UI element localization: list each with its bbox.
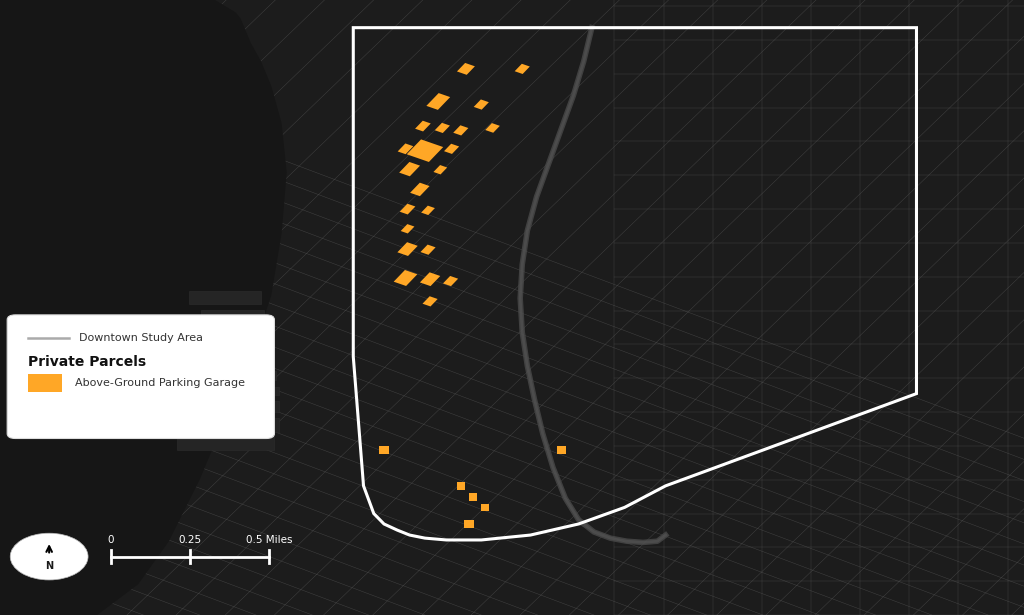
Bar [407,140,443,162]
Text: 0: 0 [108,535,114,545]
Bar [435,123,450,133]
Bar [457,482,465,490]
Bar [399,162,420,177]
Bar [457,63,475,75]
Bar [433,165,447,175]
Text: Private Parcels: Private Parcels [28,355,145,368]
Bar [443,276,458,286]
Bar [232,387,279,395]
Bar [474,100,488,109]
Bar [212,326,268,337]
Bar [220,342,271,352]
Bar [420,272,440,286]
Bar [410,183,430,196]
Bar [485,123,500,133]
Bar [400,224,415,234]
Bar [399,204,416,215]
FancyBboxPatch shape [7,315,274,438]
Bar [393,270,418,286]
Text: Above-Ground Parking Garage: Above-Ground Parking Garage [75,378,245,388]
Bar [189,291,261,304]
Bar [481,504,489,511]
Bar [421,205,435,215]
Bar [557,446,566,454]
Bar [177,426,274,450]
Bar [469,493,477,501]
Bar [225,357,274,366]
Bar [515,64,529,74]
Bar [444,144,459,154]
Bar [212,418,279,432]
Bar [397,242,418,256]
Bar [415,121,431,132]
Bar [201,310,264,321]
Bar [426,93,451,110]
Bar [222,401,279,412]
Bar [229,371,276,380]
Bar [421,245,435,255]
Text: 0.25: 0.25 [178,535,202,545]
Bar [454,125,468,135]
Text: Downtown Study Area: Downtown Study Area [79,333,203,343]
Text: N: N [45,561,53,571]
Bar [423,296,437,306]
Bar [397,143,414,154]
Circle shape [10,533,88,580]
Polygon shape [0,0,287,615]
Bar [379,446,389,454]
Text: 0.5 Miles: 0.5 Miles [246,535,293,545]
FancyBboxPatch shape [28,374,62,392]
Bar [465,520,473,528]
